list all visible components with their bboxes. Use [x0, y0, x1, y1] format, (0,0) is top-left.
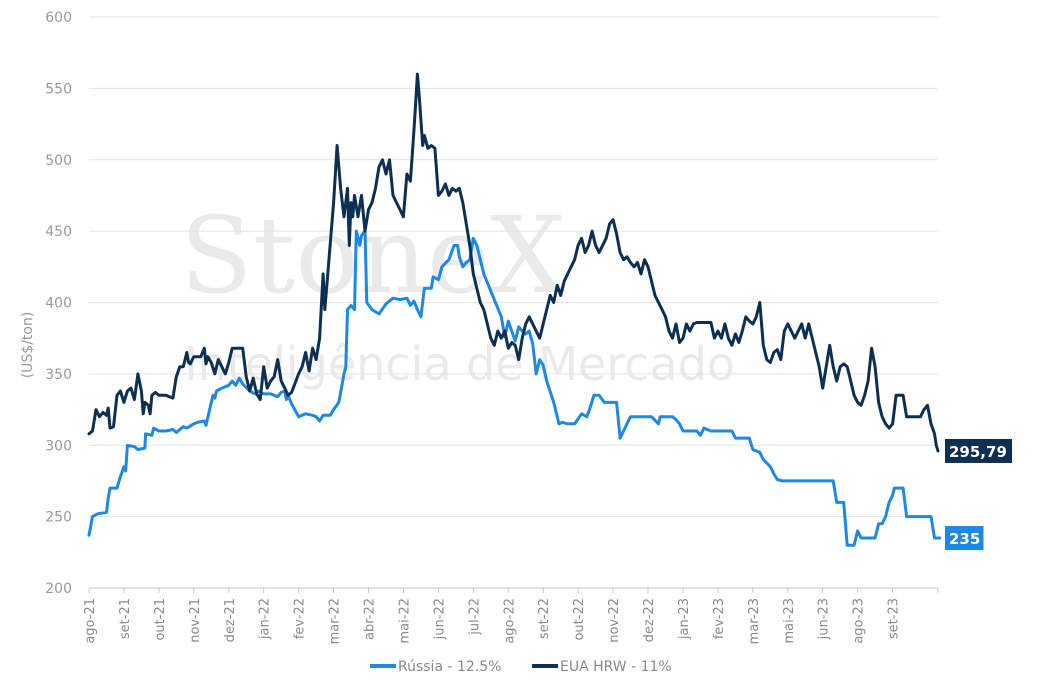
x-tick-label: ago-23	[852, 598, 867, 644]
end-value-badge-0: 235	[945, 526, 984, 551]
x-tick-label: abr-22	[363, 598, 378, 640]
x-tick-label: mai-23	[782, 598, 797, 643]
legend-item-0: Rússia - 12.5%	[370, 659, 501, 675]
x-tick-label: fev-22	[293, 598, 308, 639]
badge-value: 295,79	[949, 443, 1007, 461]
y-axis-ticks: 200 250 300 350 400 450 500 550 600	[45, 10, 72, 597]
x-axis-ticks: ago-21 set-21 out-21 nov-21 dez-21 jan-22 fev-…	[83, 588, 939, 644]
x-tick-label: set-23	[887, 598, 902, 639]
y-axis-label: (US$/ton)	[20, 312, 36, 379]
x-tick-label: jun-23	[817, 598, 832, 640]
end-value-badge-1: 295,79	[945, 438, 1012, 463]
badge-background	[945, 526, 984, 551]
x-tick-label: jul-22	[467, 598, 482, 636]
x-tick-label: jun-22	[432, 598, 447, 640]
y-tick-label: 300	[45, 438, 72, 454]
y-tick-label: 500	[45, 153, 72, 169]
series-line-1	[87, 72, 940, 453]
watermark-brand: StoneX	[180, 194, 566, 317]
x-tick-label: mar-23	[747, 598, 762, 644]
x-tick-label: mar-22	[328, 598, 343, 644]
legend-item-1: EUA HRW - 11%	[532, 659, 672, 675]
legend-label: EUA HRW - 11%	[560, 659, 672, 675]
x-tick-label: set-21	[118, 598, 133, 639]
series-lines	[87, 72, 942, 547]
end-value-badges: 235 295,79	[945, 438, 1012, 551]
gridlines	[89, 16, 938, 518]
x-tick-label: out-21	[153, 598, 168, 641]
x-tick-label: nov-21	[188, 598, 203, 643]
y-tick-label: 550	[45, 81, 72, 97]
x-tick-label: nov-22	[607, 598, 622, 643]
y-tick-label: 350	[45, 367, 72, 383]
y-tick-label: 400	[45, 296, 72, 312]
y-tick-label: 600	[45, 10, 72, 26]
x-tick-label: jan-22	[258, 598, 273, 640]
x-tick-label: mai-22	[397, 598, 412, 643]
badge-value: 235	[949, 530, 980, 548]
y-tick-label: 450	[45, 224, 72, 240]
y-tick-label: 250	[45, 510, 72, 526]
badge-background	[945, 438, 1012, 463]
x-tick-label: ago-21	[83, 598, 98, 644]
x-tick-label: set-22	[537, 598, 552, 639]
legend-label: Rússia - 12.5%	[398, 659, 501, 675]
x-tick-label: dez-22	[642, 598, 657, 642]
y-tick-label: 200	[45, 581, 72, 597]
watermark: StoneX Inteligência de Mercado	[180, 194, 735, 391]
x-tick-label: jan-23	[677, 598, 692, 640]
x-tick-label: out-22	[572, 598, 587, 641]
x-tick-label: fev-23	[712, 598, 727, 639]
legend: Rússia - 12.5% EUA HRW - 11%	[370, 659, 672, 675]
x-tick-label: dez-21	[223, 598, 238, 642]
x-tick-label: ago-22	[502, 598, 517, 644]
